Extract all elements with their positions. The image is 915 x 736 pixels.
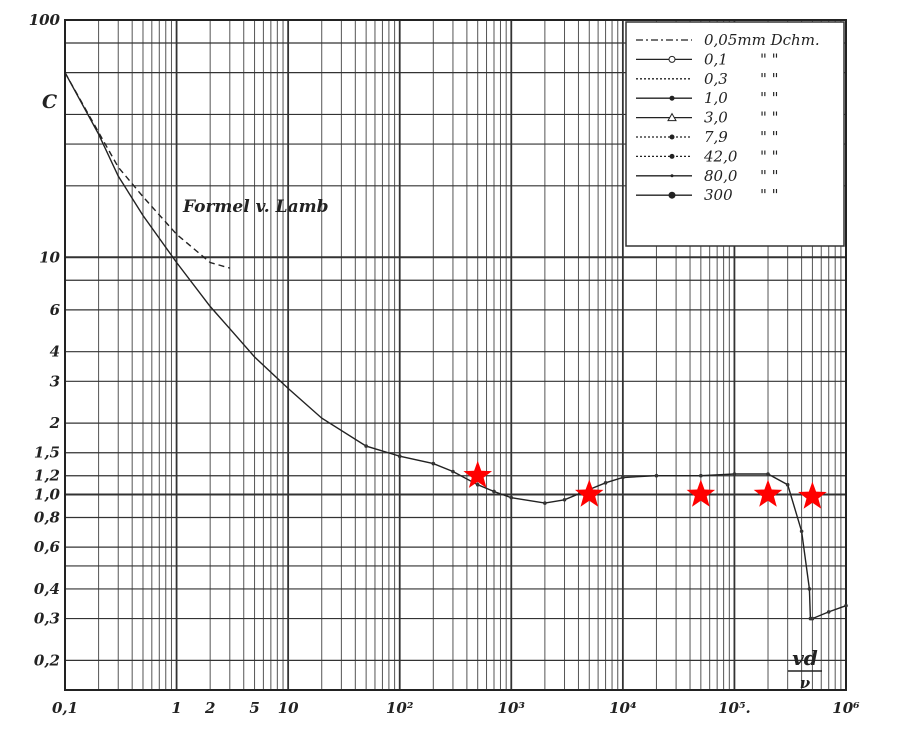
x-tick-label: 10⁵. — [718, 699, 751, 717]
legend-label: 7,9 — [704, 128, 728, 146]
legend-label: 0,3 — [704, 70, 728, 88]
data-point — [766, 472, 770, 476]
red-star-marker — [575, 479, 604, 507]
legend-ditto: " " — [760, 167, 779, 185]
y-tick-label: 0,8 — [34, 509, 61, 527]
lamb-formula-curve — [64, 72, 230, 269]
data-point — [844, 603, 848, 608]
y-tick-label: 3 — [50, 372, 60, 390]
legend-marker — [669, 153, 675, 159]
legend-marker — [670, 174, 674, 178]
data-point — [699, 473, 703, 478]
legend: 0,05mm Dchm.0,1 " " 0,3 " " 1,0 " " 3,0 " " 7,9 "… — [625, 21, 845, 247]
legend-label: 0,1 — [704, 50, 728, 68]
y-axis-label: C — [42, 91, 57, 113]
legend-ditto: " " — [760, 186, 779, 204]
legend-ditto: " " — [760, 89, 779, 107]
y-tick-label: 6 — [50, 301, 61, 319]
legend-label: 80,0 — [704, 167, 738, 185]
data-point — [364, 444, 368, 448]
plot-frame — [64, 19, 847, 691]
tick-labels: 0,1 1 2 5 10 10² 10³ 10⁴ 10⁵. 10⁶1001064321,51,21… — [29, 11, 860, 717]
legend-label: 3,0 — [704, 109, 728, 127]
data-point — [785, 482, 790, 487]
x-tick-label: 10³ — [498, 699, 526, 717]
formula-annotation: Formel v. Lamb — [182, 197, 328, 217]
x-tick-label: 5 — [249, 699, 259, 717]
legend-label: 0,05mm Dchm. — [704, 31, 820, 49]
legend-marker — [668, 191, 676, 199]
legend-label: 1,0 — [704, 89, 728, 107]
y-tick-label: 0,3 — [34, 610, 60, 628]
legend-marker — [667, 112, 677, 122]
y-tick-label: 1,0 — [34, 486, 61, 504]
red-star-marker — [753, 479, 783, 507]
data-point — [807, 587, 812, 591]
y-tick-label: 1,5 — [34, 444, 60, 462]
x-label-numerator: vd — [792, 646, 818, 670]
data-point — [451, 469, 455, 474]
legend-marker — [669, 134, 675, 140]
red-star-marker — [463, 460, 492, 488]
data-point — [509, 495, 514, 500]
x-tick-label: 10⁴ — [609, 699, 636, 717]
y-tick-label: 0,2 — [34, 651, 60, 669]
grid-minor — [65, 20, 846, 690]
data-point — [654, 473, 659, 478]
data-point — [562, 498, 567, 502]
x-tick-label: 10⁶ — [832, 699, 860, 717]
y-tick-label: 1,2 — [34, 467, 60, 485]
data-point — [826, 610, 831, 614]
legend-label: 300 — [704, 186, 733, 204]
x-axis-label: vd ν — [788, 646, 822, 692]
legend-ditto: " " — [760, 128, 779, 146]
data-point — [397, 454, 402, 459]
legend-marker — [669, 95, 675, 101]
x-tick-label: 10 — [278, 699, 299, 717]
y-tick-label: 0,4 — [34, 580, 60, 598]
legend-marker — [668, 55, 676, 63]
red-stars — [463, 460, 827, 509]
data-point — [603, 481, 608, 485]
red-star-marker — [686, 479, 716, 507]
data-point — [799, 529, 804, 534]
x-label-denominator: ν — [800, 674, 811, 692]
legend-ditto: " " — [760, 109, 779, 127]
x-tick-label: 1 — [171, 699, 181, 717]
data-point — [475, 482, 480, 487]
legend-ditto: " " — [760, 50, 779, 68]
data-point — [732, 472, 737, 476]
data-point — [431, 461, 436, 466]
legend-ditto: " " — [760, 147, 779, 165]
data-point — [543, 501, 547, 505]
x-tick-label: 10² — [386, 699, 414, 717]
x-tick-label: 2 — [204, 699, 215, 717]
y-tick-label: 0,6 — [34, 538, 61, 556]
y-tick-label: 2 — [49, 414, 60, 432]
curves — [64, 72, 848, 621]
data-point — [810, 616, 815, 621]
legend-box — [625, 21, 845, 247]
red-star-marker — [798, 481, 827, 509]
x-tick-label: 0,1 — [52, 699, 78, 717]
y-tick-label: 4 — [50, 343, 60, 361]
legend-label: 42,0 — [703, 147, 738, 165]
legend-ditto: " " — [760, 70, 779, 88]
y-tick-label: 10 — [39, 248, 60, 266]
data-point — [621, 475, 625, 480]
y-tick-label: 100 — [29, 11, 61, 29]
data-point — [492, 489, 496, 494]
